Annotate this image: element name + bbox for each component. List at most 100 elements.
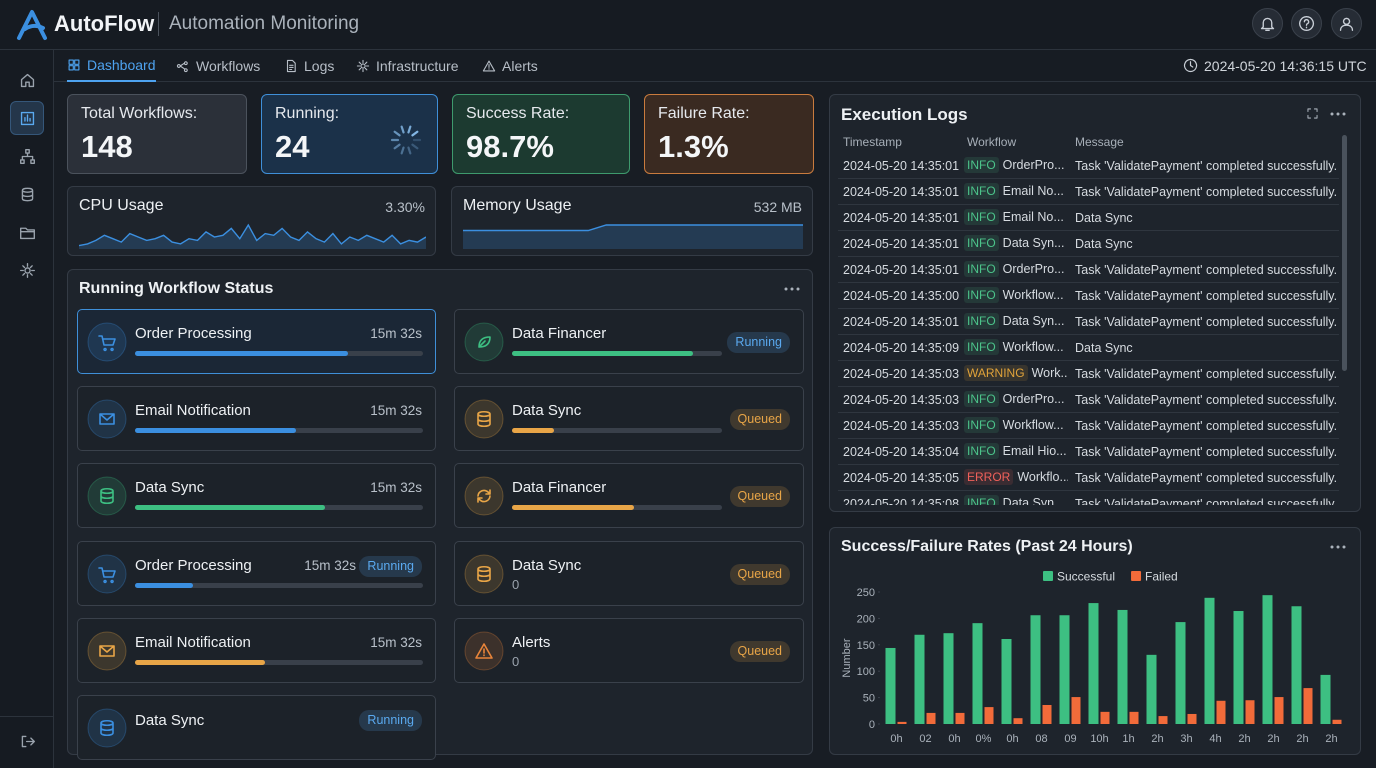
workflow-item[interactable]: Data SyncQueued xyxy=(454,386,804,451)
log-workflow: Workflo... xyxy=(1017,470,1068,484)
progress-track xyxy=(512,428,722,433)
log-workflow: Workflow... xyxy=(1003,288,1064,302)
workflow-item[interactable]: Order Processing15m 32s xyxy=(77,309,436,374)
progress-track xyxy=(135,583,423,588)
log-time: 2024-05-20 14:35:04 xyxy=(843,445,959,459)
log-workflow-cell: INFOOrderPro... xyxy=(964,391,1068,407)
log-row: 2024-05-20 14:35:01INFOOrderPro...Task '… xyxy=(838,257,1339,283)
metric-title: CPU Usage xyxy=(79,197,163,215)
x-tick-label: 2h xyxy=(1238,733,1250,745)
icon xyxy=(284,59,298,73)
progress-track xyxy=(512,351,722,356)
sidebar-button[interactable] xyxy=(10,139,44,173)
log-row: 2024-05-20 14:35:01INFOEmail No...Data S… xyxy=(838,205,1339,231)
expand-button xyxy=(1306,107,1319,120)
icon xyxy=(19,110,36,127)
bar xyxy=(1246,700,1255,724)
header-button[interactable] xyxy=(1331,8,1362,39)
metric-value: 532 MB xyxy=(754,199,802,215)
workflow-name: Email Notification xyxy=(135,634,251,651)
workflow-name: Data Sync xyxy=(135,479,204,496)
log-level: INFO xyxy=(964,183,999,199)
status-badge: Queued xyxy=(730,486,790,507)
nav-tab[interactable]: Infrastructure xyxy=(356,50,458,82)
x-tick-label: 4h xyxy=(1209,733,1221,745)
workflow-item[interactable]: Email Notification15m 32s xyxy=(77,618,436,683)
progress-fill xyxy=(512,428,554,433)
workflow-item[interactable]: Email Notification15m 32s xyxy=(77,386,436,451)
nav-tab[interactable]: Dashboard xyxy=(67,50,156,82)
sidebar-button[interactable] xyxy=(10,724,44,758)
icon-circle xyxy=(88,477,126,515)
x-tick-label: 0% xyxy=(976,733,992,745)
sidebar-button[interactable] xyxy=(10,101,44,135)
icon-circle xyxy=(88,323,126,361)
log-message: Task 'ValidatePayment' completed success… xyxy=(1075,393,1337,407)
icon-circle xyxy=(465,400,503,438)
workflow-detail: 0 xyxy=(512,654,519,669)
workflow-name: Data Sync xyxy=(512,557,581,574)
icon xyxy=(19,72,36,89)
progress-fill xyxy=(135,583,193,588)
sidebar-button[interactable] xyxy=(10,63,44,97)
status-badge: Running xyxy=(359,710,422,731)
log-workflow-cell: INFOEmail No... xyxy=(964,209,1068,225)
icon-path xyxy=(69,60,79,70)
log-workflow-cell: INFOData Syn... xyxy=(964,313,1068,329)
header-button[interactable] xyxy=(1291,8,1322,39)
icon xyxy=(19,224,36,241)
y-tick-label: 150 xyxy=(857,640,875,652)
workflow-item[interactable]: Data FinancerRunning xyxy=(454,309,804,374)
spinner-tick xyxy=(395,132,400,136)
icon xyxy=(1298,15,1315,32)
workflow-item[interactable]: Data SyncRunning xyxy=(77,695,436,760)
nav-tab-label: Workflows xyxy=(196,58,260,74)
bar xyxy=(1130,712,1139,724)
workflow-item[interactable]: Data Sync0Queued xyxy=(454,541,804,606)
log-workflow-cell: ERRORWorkflo... xyxy=(964,469,1068,485)
bar xyxy=(1217,701,1226,724)
workflow-detail: 0 xyxy=(512,577,519,592)
spinner-tick xyxy=(402,127,404,133)
bar xyxy=(1159,716,1168,724)
log-time: 2024-05-20 14:35:01 xyxy=(843,159,959,173)
bar xyxy=(927,713,936,724)
log-time: 2024-05-20 14:35:03 xyxy=(843,419,959,433)
icon-path xyxy=(1262,18,1274,30)
more-menu xyxy=(784,286,800,292)
sparkline-area xyxy=(463,225,803,249)
icon xyxy=(1338,15,1355,32)
log-message: Task 'ValidatePayment' completed success… xyxy=(1075,419,1337,433)
progress-fill xyxy=(135,428,296,433)
log-level: WARNING xyxy=(964,365,1028,381)
log-time: 2024-05-20 14:35:05 xyxy=(843,471,959,485)
nav-tab[interactable]: Workflows xyxy=(176,50,260,82)
icon-path xyxy=(21,112,33,124)
x-tick-label: 3h xyxy=(1180,733,1192,745)
sidebar-button[interactable] xyxy=(10,253,44,287)
log-message: Task 'ValidatePayment' completed success… xyxy=(1075,471,1337,485)
progress-fill xyxy=(135,351,348,356)
workflow-item[interactable]: Data Sync15m 32s xyxy=(77,463,436,528)
header-button[interactable] xyxy=(1252,8,1283,39)
workflow-item[interactable]: Order Processing15m 32sRunning xyxy=(77,541,436,606)
workflow-icon xyxy=(464,322,504,362)
bar xyxy=(1147,655,1157,724)
x-tick-label: 2h xyxy=(1267,733,1279,745)
metric-card: CPU Usage 3.30% xyxy=(67,186,436,256)
log-level: INFO xyxy=(964,339,999,355)
workflow-item[interactable]: Data FinancerQueued xyxy=(454,463,804,528)
x-tick-label: 2h xyxy=(1296,733,1308,745)
log-workflow: Email Hio... xyxy=(1003,444,1067,458)
nav-tab[interactable]: Logs xyxy=(284,50,334,82)
metric-value: 3.30% xyxy=(385,199,425,215)
sidebar-button[interactable] xyxy=(10,215,44,249)
icon-path xyxy=(22,736,34,746)
nav-tab[interactable]: Alerts xyxy=(482,50,538,82)
workflow-item[interactable]: Alerts0Queued xyxy=(454,618,804,683)
progress-track xyxy=(135,505,423,510)
icon-path xyxy=(357,60,368,71)
sidebar-button[interactable] xyxy=(10,177,44,211)
icon xyxy=(1259,15,1276,32)
progress-fill xyxy=(512,351,693,356)
